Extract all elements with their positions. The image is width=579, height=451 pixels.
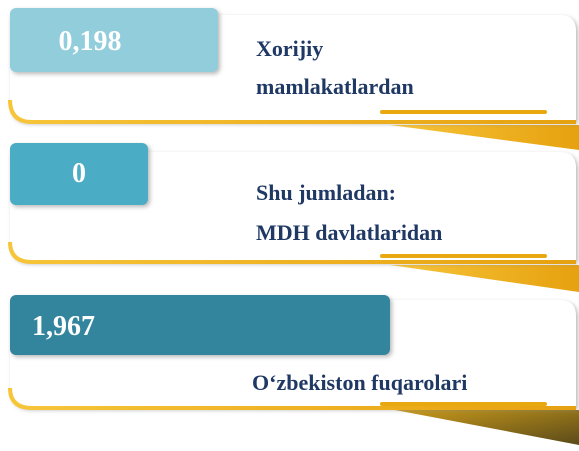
card: 0,198 Xorijiy mamlakatlardan (8, 8, 579, 150)
ribbon (395, 410, 579, 445)
label: Xorijiy (256, 36, 323, 61)
card: 1,967 O‘zbekiston fuqarolari (8, 295, 579, 445)
label: Shu jumladan: (256, 180, 396, 205)
value-badge (10, 8, 218, 72)
value: 0 (72, 158, 86, 189)
label: MDH davlatlaridan (256, 220, 442, 245)
value-badge (10, 143, 148, 205)
card: 0 Shu jumladan: MDH davlatlaridan (8, 143, 579, 292)
label: O‘zbekiston fuqarolari (252, 370, 467, 395)
ribbon (390, 125, 579, 150)
label: mamlakatlardan (256, 74, 414, 99)
card-body (10, 152, 576, 262)
value: 0,198 (59, 26, 122, 57)
card-edge (8, 99, 576, 124)
value: 1,967 (32, 311, 95, 342)
card-edge (8, 387, 576, 410)
card-edge (8, 241, 576, 264)
ribbon (390, 265, 579, 292)
value-badge (10, 295, 390, 355)
